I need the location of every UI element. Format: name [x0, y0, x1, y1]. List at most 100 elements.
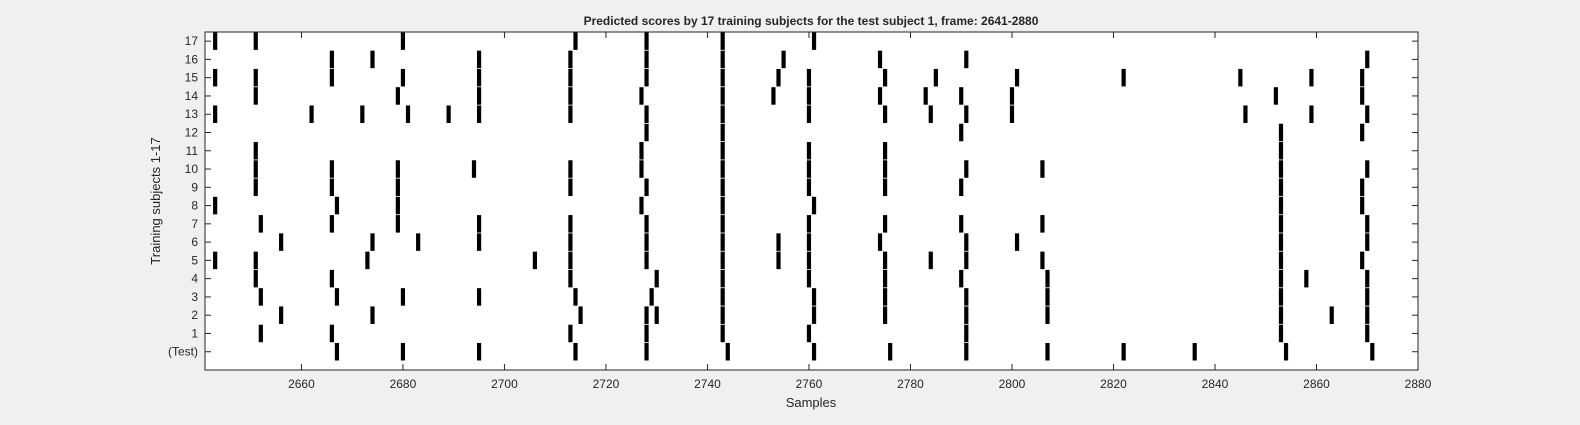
mark: [370, 50, 375, 69]
mark: [1278, 233, 1284, 251]
mark: [476, 233, 482, 251]
mark: [1045, 306, 1050, 324]
mark: [720, 160, 725, 178]
mark: [329, 269, 334, 288]
mark: [1009, 105, 1015, 123]
mark: [1121, 68, 1126, 87]
mark: [964, 342, 969, 361]
mark: [720, 50, 725, 69]
mark: [882, 251, 888, 270]
mark: [1121, 342, 1126, 361]
mark: [213, 251, 218, 270]
mark: [928, 105, 933, 123]
mark: [1045, 269, 1050, 288]
x-tick-label: 2680: [390, 377, 417, 391]
mark: [395, 87, 400, 105]
mark: [253, 142, 258, 160]
mark: [1278, 196, 1284, 215]
mark: [1040, 160, 1045, 178]
mark: [888, 342, 893, 361]
mark: [964, 160, 969, 178]
mark: [644, 32, 649, 50]
mark: [649, 288, 654, 306]
mark: [476, 342, 482, 361]
mark: [781, 50, 786, 69]
mark: [213, 196, 218, 215]
mark: [964, 251, 969, 270]
mark: [400, 288, 406, 306]
mark: [811, 32, 817, 50]
mark: [1278, 269, 1284, 288]
mark: [806, 160, 812, 178]
mark: [877, 87, 883, 105]
y-tick-label: 14: [185, 89, 199, 103]
mark: [654, 306, 659, 324]
mark: [882, 215, 888, 233]
mark: [882, 306, 888, 324]
mark: [1365, 105, 1370, 123]
mark: [644, 306, 649, 324]
mark: [1278, 288, 1284, 306]
mark: [329, 178, 334, 197]
mark: [1278, 178, 1284, 197]
mark: [811, 306, 817, 324]
mark: [370, 233, 375, 251]
mark: [309, 105, 314, 123]
mark: [568, 160, 573, 178]
mark: [654, 269, 659, 288]
mark: [720, 32, 725, 50]
y-tick-label: 11: [186, 144, 199, 158]
mark: [334, 288, 340, 306]
mark: [360, 105, 365, 123]
mark: [806, 215, 812, 233]
mark: [644, 178, 649, 197]
mark: [720, 288, 725, 306]
mark: [806, 68, 812, 87]
mark: [1360, 68, 1365, 87]
x-tick-label: 2800: [999, 377, 1026, 391]
y-tick-label: 16: [185, 52, 199, 66]
mark: [1309, 105, 1314, 123]
y-tick-label: 12: [185, 125, 199, 139]
mark: [644, 251, 649, 270]
mark: [720, 178, 725, 197]
mark: [644, 123, 649, 142]
x-tick-label: 2740: [694, 377, 721, 391]
x-tick-label: 2660: [288, 377, 315, 391]
mark: [1040, 215, 1045, 233]
mark: [720, 306, 725, 324]
y-tick-label: 2: [191, 308, 198, 322]
mark: [1365, 288, 1370, 306]
x-tick-label: 2840: [1202, 377, 1229, 391]
mark: [253, 251, 258, 270]
mark: [720, 233, 725, 251]
mark: [1365, 160, 1370, 178]
mark: [1360, 251, 1365, 270]
mark: [720, 269, 725, 288]
mark: [1278, 215, 1284, 233]
mark: [568, 105, 573, 123]
mark: [639, 196, 644, 215]
mark: [258, 324, 263, 343]
mark: [446, 105, 451, 123]
mark: [806, 105, 812, 123]
mark: [1365, 306, 1370, 324]
mark: [806, 233, 812, 251]
mark: [725, 342, 730, 361]
mark: [776, 68, 781, 87]
marks-group: [213, 32, 1375, 361]
chart-title: Predicted scores by 17 training subjects…: [584, 14, 1039, 28]
mark: [882, 142, 888, 160]
mark: [573, 342, 578, 361]
mark: [1304, 269, 1309, 288]
x-tick-label: 2820: [1100, 377, 1127, 391]
mark: [882, 269, 888, 288]
mark: [253, 160, 258, 178]
x-tick-label: 2780: [897, 377, 924, 391]
x-axis: 2660 2680 2700 2720 2740 2760 2780 2800 2820 2840…: [288, 32, 1432, 391]
mark: [1365, 233, 1370, 251]
mark: [806, 324, 812, 343]
